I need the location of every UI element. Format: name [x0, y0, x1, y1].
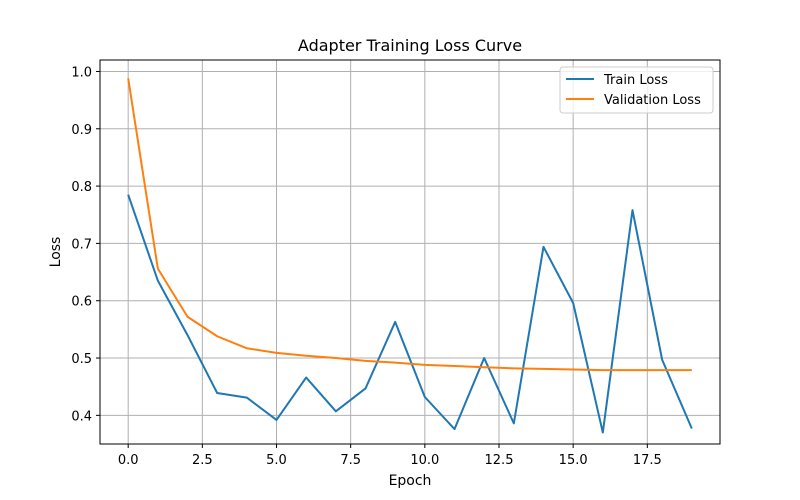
- y-tick-label: 0.4: [71, 409, 92, 424]
- y-tick-label: 1.0: [71, 65, 92, 80]
- y-tick-label: 0.5: [71, 352, 92, 367]
- plot-frame: [99, 59, 721, 445]
- series-line-validation-loss: [127, 78, 692, 372]
- x-tick-label: 2.5: [192, 453, 213, 468]
- x-tick-label: 0.0: [118, 453, 139, 468]
- x-tick-label: 15.0: [559, 453, 588, 468]
- series-lines: [127, 78, 693, 434]
- x-axis-label: Epoch: [389, 473, 432, 489]
- legend-label-train-loss: Train Loss: [603, 73, 668, 88]
- legend: Train Loss Validation Loss: [559, 66, 714, 114]
- y-tick-label: 0.6: [71, 295, 92, 310]
- chart-title: Adapter Training Loss Curve: [298, 36, 522, 55]
- x-tick-label: 10.0: [410, 453, 439, 468]
- y-axis-label: Loss: [48, 237, 64, 268]
- y-tick-label: 0.8: [71, 180, 92, 195]
- series-line-train-loss: [127, 194, 693, 434]
- y-tick-label: 0.7: [71, 237, 92, 252]
- legend-label-validation-loss: Validation Loss: [604, 93, 701, 108]
- x-tick-label: 12.5: [485, 453, 514, 468]
- y-tick-label: 0.9: [71, 123, 92, 138]
- x-tick-label: 5.0: [266, 453, 287, 468]
- x-tick-label: 17.5: [633, 453, 662, 468]
- legend-box: [559, 66, 714, 114]
- axis-ticks: 0.0 2.5 5.0 7.5 10.0 12.5 15.0 17.5 0.4 0.5 0.6 0.7…: [71, 65, 661, 468]
- x-tick-label: 7.5: [340, 453, 361, 468]
